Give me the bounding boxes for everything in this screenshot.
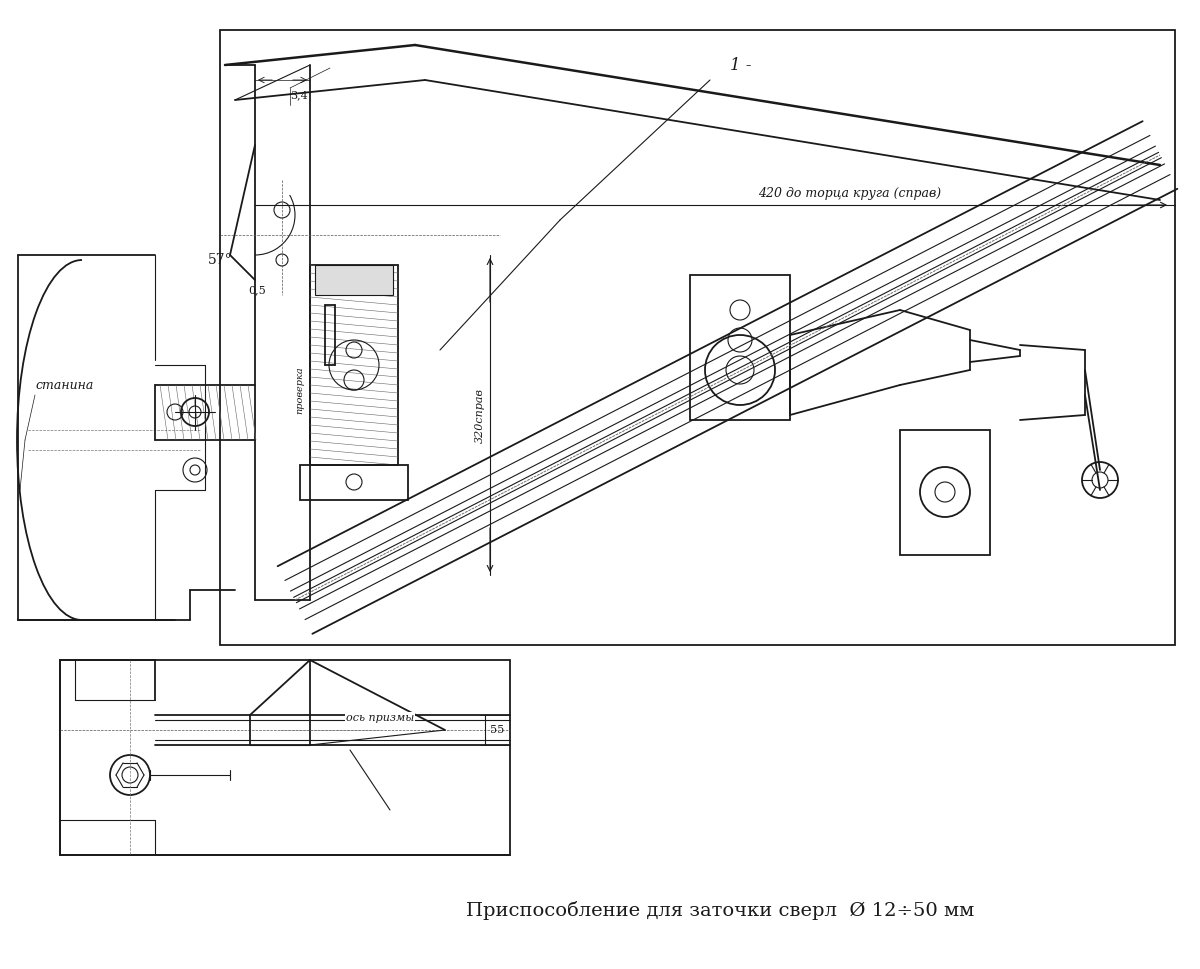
Bar	[300, 465, 408, 500]
Text: 3,4: 3,4	[290, 90, 307, 100]
Bar	[900, 430, 990, 555]
Text: 1 -: 1 -	[730, 56, 751, 74]
Bar	[220, 30, 1175, 645]
Text: проверка: проверка	[295, 366, 305, 414]
Text: 57°: 57°	[208, 253, 233, 267]
Bar	[690, 275, 790, 420]
Text: 0,5: 0,5	[248, 285, 265, 295]
Text: 320справ: 320справ	[475, 388, 485, 443]
Text: Приспособление для заточки сверл  Ø 12÷50 мм: Приспособление для заточки сверл Ø 12÷50…	[466, 900, 974, 920]
Text: ось призмы: ось призмы	[346, 713, 414, 723]
Text: станина: станина	[35, 379, 94, 391]
Text: 55: 55	[490, 725, 504, 735]
Bar	[60, 660, 510, 855]
Bar	[310, 265, 398, 465]
Text: 420 до торца круга (справ): 420 до торца круга (справ)	[758, 187, 942, 200]
Bar	[314, 265, 394, 295]
